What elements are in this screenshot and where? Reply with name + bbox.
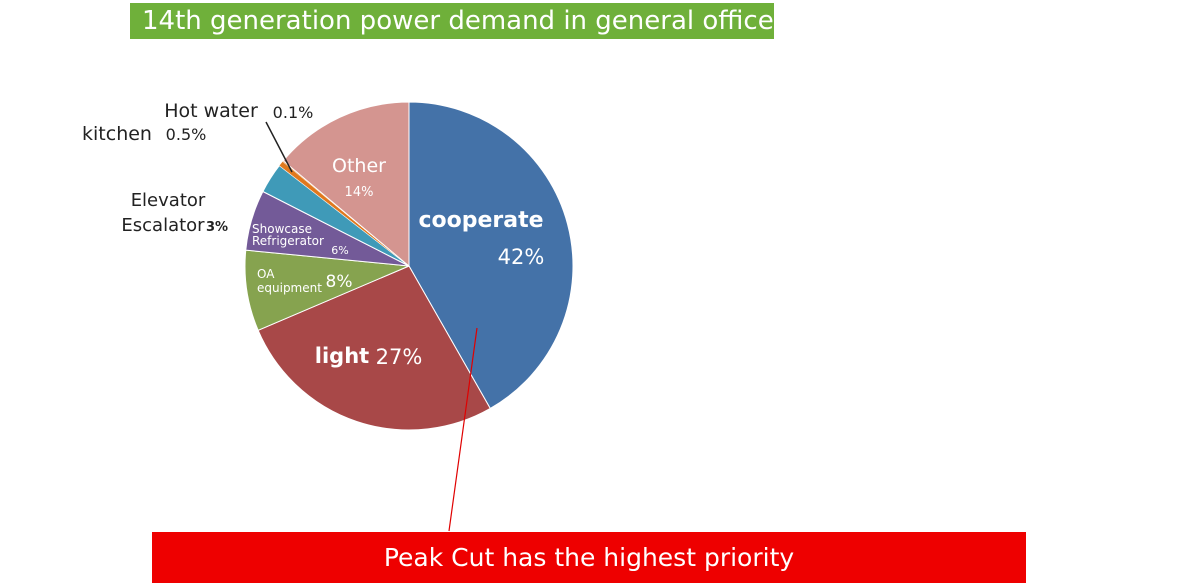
label-light: light: [315, 344, 369, 368]
label-other: Other: [332, 155, 386, 177]
value-light: 27%: [376, 345, 423, 369]
value-oa: 8%: [326, 272, 353, 292]
hot-water-leader-line: [265, 121, 293, 173]
label-elevator-line1: Elevator: [131, 190, 206, 211]
value-elevator: 3%: [206, 220, 228, 235]
value-kitchen: 0.5%: [166, 125, 207, 144]
label-elevator-line2: Escalator: [121, 215, 205, 236]
label-showcase-line2: Refrigerator: [252, 234, 324, 248]
pie-slice-cooperate: [408, 101, 574, 410]
pie-slice-other: [282, 101, 410, 268]
label-kitchen: kitchen: [82, 123, 152, 145]
label-showcase-line1: Showcase: [252, 222, 312, 236]
annotation-banner: Peak Cut has the highest priority: [152, 532, 1026, 583]
pie-slice-light: [257, 265, 491, 431]
annotation-line: [448, 327, 478, 532]
label-oa-line2: equipment: [257, 281, 322, 295]
chart-title: 14th generation power demand in general …: [130, 3, 774, 39]
value-cooperate: 42%: [498, 245, 545, 269]
label-hot-water: Hot water: [164, 100, 258, 122]
label-cooperate: cooperate: [418, 208, 543, 233]
value-hot-water: 0.1%: [273, 103, 314, 122]
pie-slices: [244, 101, 574, 431]
value-other: 14%: [345, 185, 374, 200]
value-showcase: 6%: [331, 244, 348, 257]
label-oa-line1: OA: [257, 267, 275, 281]
